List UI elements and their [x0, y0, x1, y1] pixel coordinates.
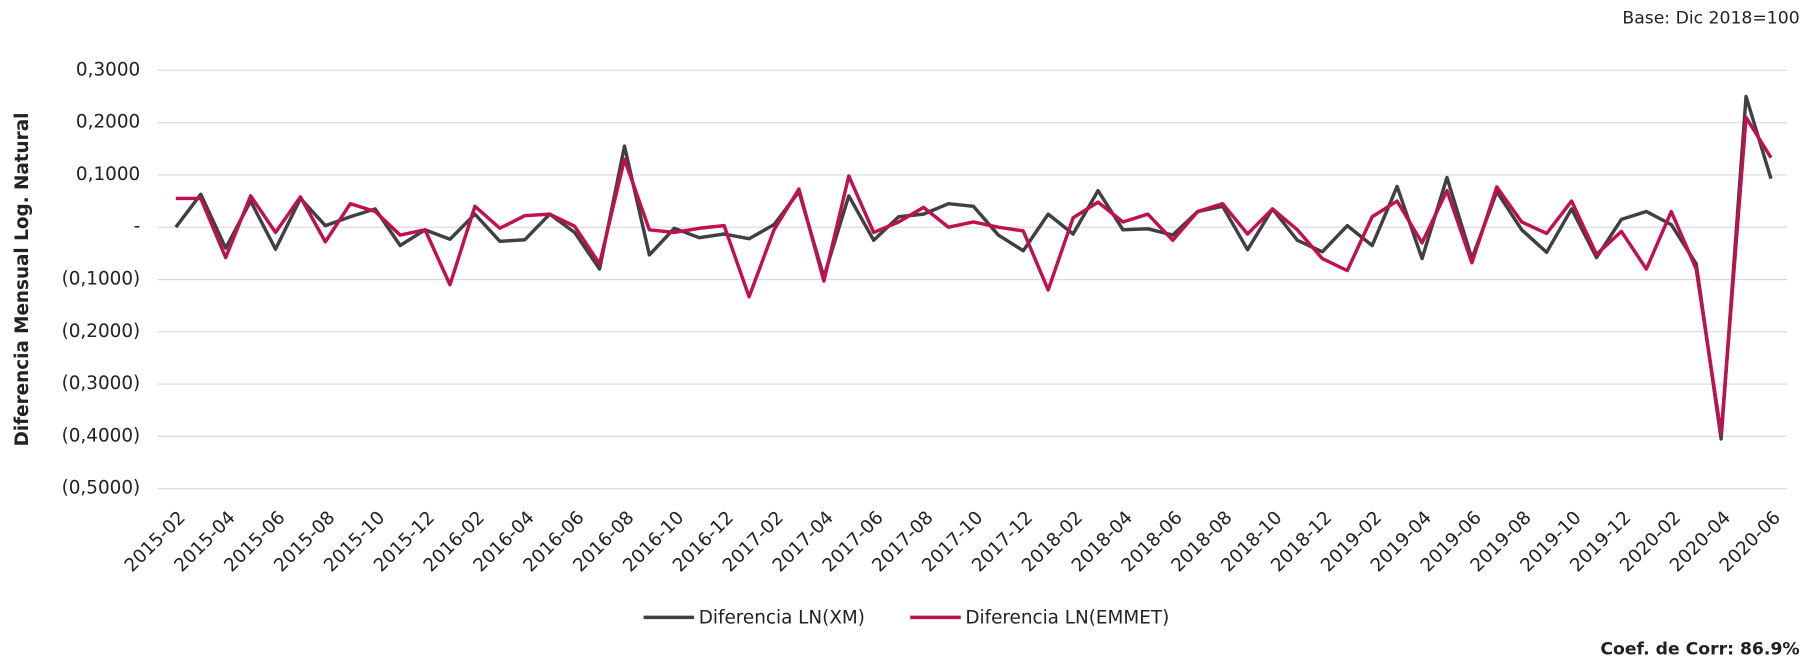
- y-tick-label: (0,1000): [62, 269, 141, 290]
- y-tick-label: (0,5000): [62, 478, 141, 499]
- y-tick-label: (0,3000): [62, 373, 141, 394]
- y-tick-label: 0,2000: [76, 112, 140, 133]
- series-line: [175, 115, 1773, 436]
- base-note: Base: Dic 2018=100: [1622, 9, 1799, 29]
- legend-label: Diferencia LN(EMMET): [965, 608, 1169, 629]
- y-tick-label: (0,4000): [62, 425, 141, 446]
- y-axis-label: Diferencia Mensual Log. Natural: [12, 113, 33, 447]
- series-line: [174, 94, 1773, 441]
- corr-note: Coef. de Corr: 86.9%: [1600, 640, 1799, 659]
- y-tick-label: (0,2000): [62, 321, 141, 342]
- legend-label: Diferencia LN(XM): [699, 608, 865, 629]
- y-tick-label: -: [134, 216, 141, 237]
- y-tick-label: 0,3000: [76, 59, 140, 80]
- y-tick-label: 0,1000: [76, 164, 140, 185]
